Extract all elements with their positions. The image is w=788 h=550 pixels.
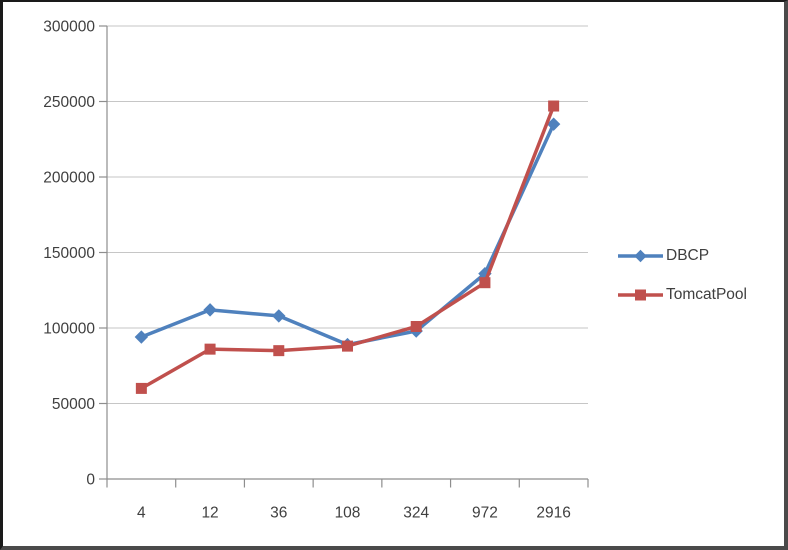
svg-text:250000: 250000: [43, 94, 95, 111]
svg-text:0: 0: [86, 472, 95, 489]
axis-ticks: [99, 25, 589, 488]
svg-text:300000: 300000: [43, 19, 95, 36]
y-axis-labels: 0 50000 100000 150000 200000 250000 300000: [43, 19, 95, 489]
svg-text:4: 4: [137, 505, 146, 522]
svg-text:324: 324: [403, 505, 429, 522]
legend-label-tomcatpool: TomcatPool: [666, 286, 747, 303]
x-axis-labels: 4 12 36 108 324 972 2916: [137, 505, 571, 522]
svg-text:36: 36: [270, 505, 287, 522]
dbcp-series-key-icon: [618, 249, 663, 262]
y-gridlines: [107, 25, 588, 404]
svg-text:12: 12: [201, 505, 218, 522]
chart-legend: DBCP TomcatPool: [617, 247, 747, 303]
svg-text:972: 972: [472, 505, 498, 522]
series-tomcatpool: [135, 100, 560, 394]
legend-label-dbcp: DBCP: [666, 247, 710, 264]
legend-item-tomcatpool: TomcatPool: [617, 286, 747, 303]
axis-lines: [106, 26, 588, 480]
svg-text:108: 108: [335, 505, 361, 522]
svg-text:2916: 2916: [536, 505, 570, 522]
svg-text:200000: 200000: [43, 170, 95, 187]
tomcatpool-series-key-icon: [618, 289, 663, 300]
legend-item-dbcp: DBCP: [617, 247, 747, 264]
svg-text:50000: 50000: [52, 396, 95, 413]
series-dbcp: [134, 117, 561, 352]
svg-text:100000: 100000: [43, 321, 95, 338]
svg-text:150000: 150000: [43, 245, 95, 262]
